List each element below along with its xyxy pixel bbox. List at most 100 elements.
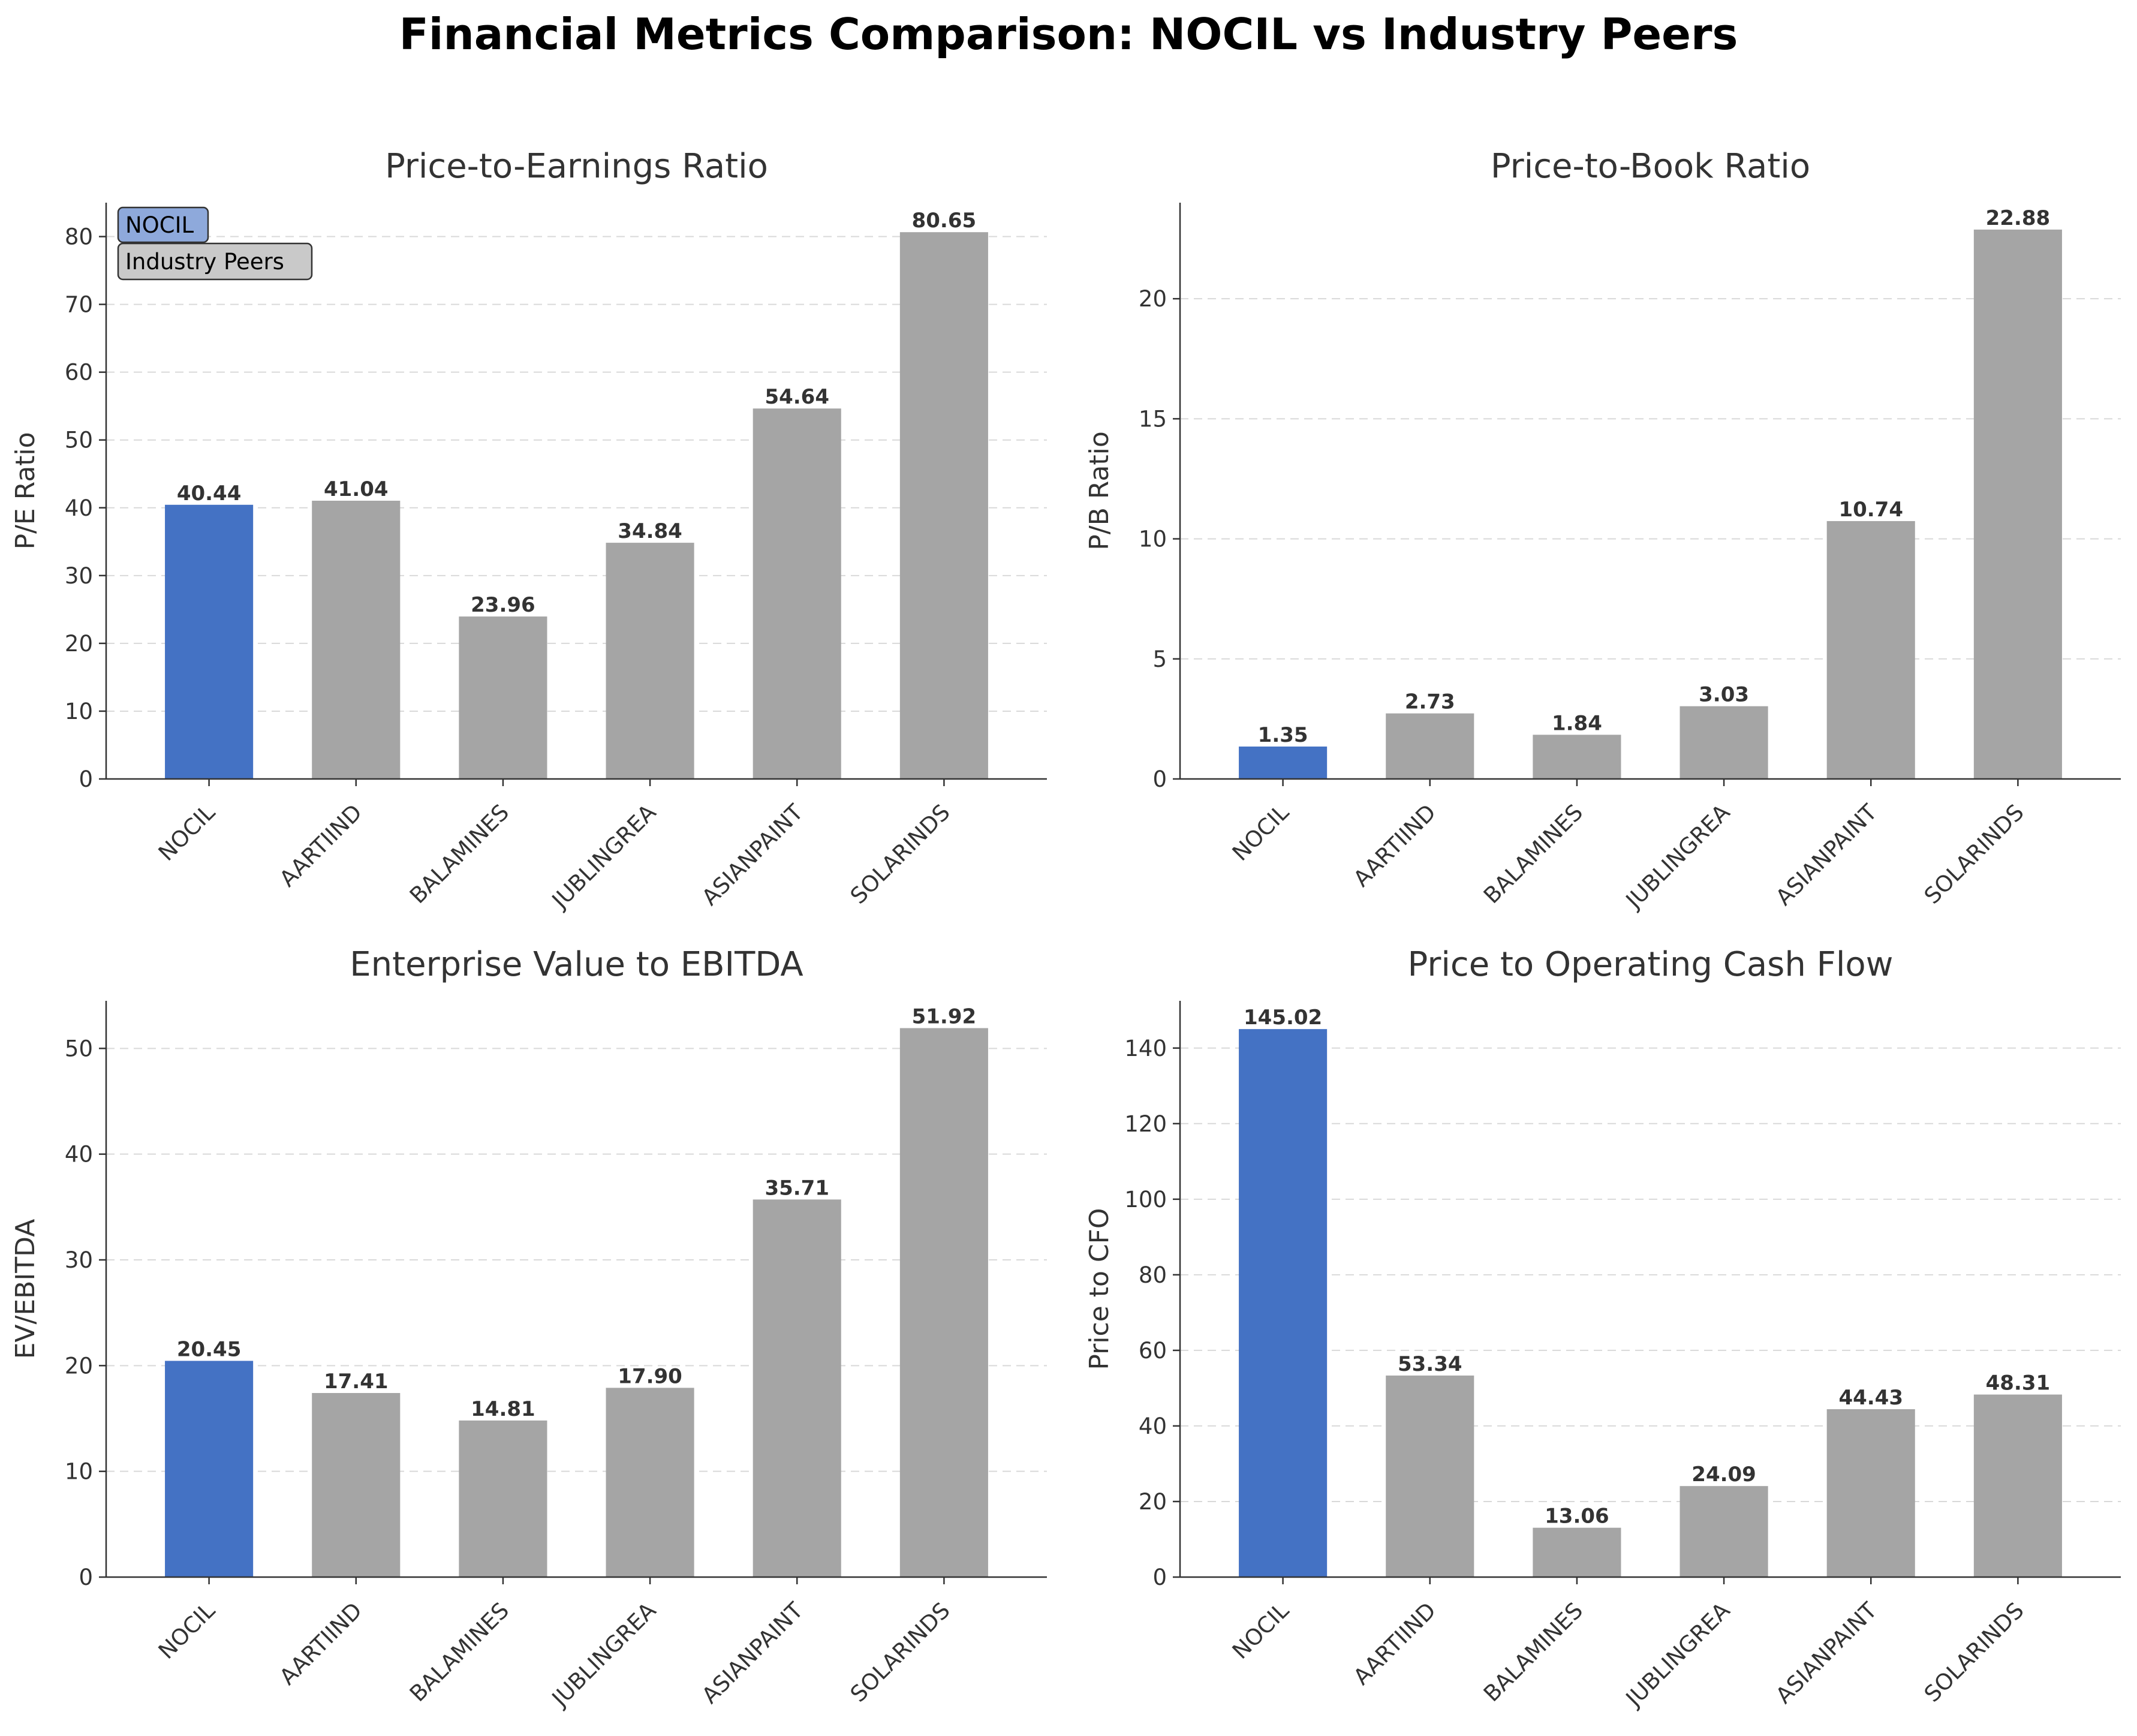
data-label: 17.41 xyxy=(324,1370,389,1394)
chart-title: Price-to-Earnings Ratio xyxy=(385,147,768,186)
data-label: 2.73 xyxy=(1405,690,1455,714)
y-tick-label: 20 xyxy=(1139,286,1167,312)
bar-asianpaint xyxy=(1826,1409,1915,1577)
y-tick-label: 10 xyxy=(65,699,93,724)
y-tick-label: 0 xyxy=(79,766,93,792)
data-label: 23.96 xyxy=(471,593,535,617)
y-tick-label: 40 xyxy=(1139,1413,1167,1439)
y-axis-label: P/B Ratio xyxy=(1084,431,1115,550)
legend-label-nocil: NOCIL xyxy=(125,212,194,238)
bar-balamines xyxy=(1533,1527,1621,1577)
x-tick-label: AARTIIND xyxy=(1349,799,1441,892)
legend-label-peers: Industry Peers xyxy=(125,249,284,275)
data-label: 51.92 xyxy=(912,1004,977,1028)
y-tick-label: 30 xyxy=(65,1247,93,1273)
bar-nocil xyxy=(165,504,254,779)
y-tick-label: 10 xyxy=(65,1459,93,1485)
bar-asianpaint xyxy=(1826,521,1915,779)
bar-jublingrea xyxy=(1679,1486,1768,1577)
bar-solarinds xyxy=(1973,229,2062,779)
data-label: 80.65 xyxy=(912,209,977,233)
data-label: 22.88 xyxy=(1986,206,2051,230)
data-label: 40.44 xyxy=(177,482,242,506)
y-tick-label: 80 xyxy=(65,224,93,250)
bar-solarinds xyxy=(1973,1394,2062,1577)
data-label: 10.74 xyxy=(1838,498,1903,522)
y-tick-label: 70 xyxy=(65,292,93,318)
legend: NOCIL Industry Peers xyxy=(117,206,313,281)
y-tick-label: 5 xyxy=(1152,646,1167,672)
legend-swatch-peers xyxy=(117,242,313,281)
bar-balamines xyxy=(1533,735,1621,779)
x-tick-label: BALAMINES xyxy=(1479,1597,1588,1707)
x-tick-label: NOCIL xyxy=(153,799,220,866)
bar-nocil xyxy=(165,1361,254,1577)
y-axis-label: Price to CFO xyxy=(1084,1208,1115,1370)
y-tick-label: 50 xyxy=(65,428,93,453)
x-tick-label: NOCIL xyxy=(153,1597,220,1664)
x-tick-label: BALAMINES xyxy=(1479,799,1588,908)
bar-balamines xyxy=(459,616,547,779)
y-tick-label: 50 xyxy=(65,1036,93,1061)
data-label: 1.35 xyxy=(1258,723,1308,747)
data-label: 17.90 xyxy=(618,1364,682,1388)
x-tick-label: JUBLINGREA xyxy=(546,1597,661,1712)
x-tick-label: AARTIIND xyxy=(275,1597,367,1690)
y-tick-label: 60 xyxy=(65,360,93,386)
data-label: 24.09 xyxy=(1691,1463,1756,1487)
bar-aartiind xyxy=(1386,713,1474,779)
x-tick-label: SOLARINDS xyxy=(1919,1597,2029,1707)
y-tick-label: 40 xyxy=(65,495,93,521)
x-tick-label: BALAMINES xyxy=(405,799,514,908)
data-label: 41.04 xyxy=(324,477,389,501)
x-tick-label: ASIANPAINT xyxy=(1771,799,1882,911)
y-tick-label: 80 xyxy=(1139,1262,1167,1288)
bar-aartiind xyxy=(312,501,401,779)
bar-solarinds xyxy=(899,232,988,779)
x-tick-label: NOCIL xyxy=(1227,1597,1294,1664)
data-label: 14.81 xyxy=(471,1397,535,1421)
y-axis-label: EV/EBITDA xyxy=(10,1219,41,1359)
chart-panel-3: Enterprise Value to EBITDA 0 10 20 30 40 50 20.… xyxy=(10,945,1047,1712)
y-tick-label: 0 xyxy=(1152,1564,1167,1590)
x-tick-label: AARTIIND xyxy=(275,799,367,892)
bar-nocil xyxy=(1239,1029,1328,1577)
y-tick-label: 60 xyxy=(1139,1338,1167,1364)
x-tick-label: NOCIL xyxy=(1227,799,1294,866)
bar-balamines xyxy=(459,1420,547,1577)
chart-title: Enterprise Value to EBITDA xyxy=(350,945,803,984)
bar-aartiind xyxy=(312,1393,401,1577)
bar-asianpaint xyxy=(753,1199,841,1577)
x-tick-label: ASIANPAINT xyxy=(1771,1597,1882,1709)
bar-jublingrea xyxy=(1679,706,1768,779)
x-tick-label: JUBLINGREA xyxy=(546,799,661,914)
y-tick-label: 10 xyxy=(1139,526,1167,552)
chart-panel-1: Price-to-Earnings Ratio 0 10 20 30 40 50 60 70 80… xyxy=(10,147,1047,914)
x-tick-label: JUBLINGREA xyxy=(1620,799,1735,914)
x-tick-label: BALAMINES xyxy=(405,1597,514,1707)
y-tick-label: 0 xyxy=(79,1564,93,1590)
legend-swatch-nocil xyxy=(117,206,209,243)
y-tick-label: 20 xyxy=(65,1353,93,1379)
chart-title: Price to Operating Cash Flow xyxy=(1408,945,1894,984)
figure-title: Financial Metrics Comparison: NOCIL vs I… xyxy=(399,9,1738,59)
bar-nocil xyxy=(1239,746,1328,779)
data-label: 35.71 xyxy=(764,1176,829,1200)
y-tick-label: 120 xyxy=(1124,1111,1167,1137)
chart-panel-4: Price to Operating Cash Flow 0 20 40 60 80 100… xyxy=(1084,945,2121,1712)
x-tick-label: SOLARINDS xyxy=(845,1597,955,1707)
data-label: 1.84 xyxy=(1552,711,1602,735)
bar-aartiind xyxy=(1386,1375,1474,1577)
bar-solarinds xyxy=(899,1028,988,1577)
x-tick-label: ASIANPAINT xyxy=(697,1597,808,1709)
bar-jublingrea xyxy=(606,1388,694,1577)
x-tick-label: SOLARINDS xyxy=(1919,799,2029,909)
y-tick-label: 15 xyxy=(1139,406,1167,432)
y-tick-label: 30 xyxy=(65,563,93,589)
data-label: 3.03 xyxy=(1699,683,1749,707)
y-tick-label: 100 xyxy=(1124,1187,1167,1213)
y-tick-label: 40 xyxy=(65,1142,93,1168)
y-axis-label: P/E Ratio xyxy=(10,432,41,549)
chart-panel-2: Price-to-Book Ratio 0 5 10 15 20 1.35 NOCIL 2.73… xyxy=(1084,147,2121,914)
